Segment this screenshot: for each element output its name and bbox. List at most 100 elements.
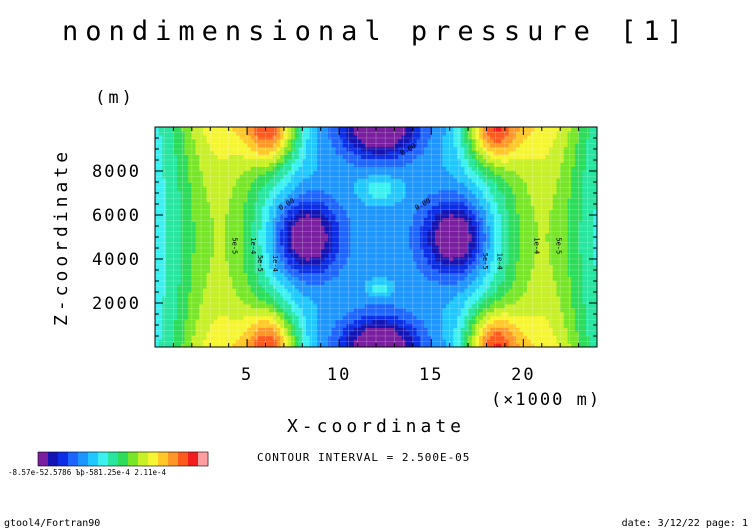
field-cell — [276, 323, 281, 328]
field-cell — [180, 201, 186, 207]
field-cell — [188, 335, 193, 340]
field-cell — [313, 268, 318, 273]
field-cell — [195, 138, 200, 144]
field-cell — [342, 134, 348, 140]
field-cell — [276, 197, 281, 203]
field-cell — [294, 205, 300, 211]
field-cell — [353, 240, 359, 246]
field-cell — [423, 138, 429, 144]
field-cell — [306, 205, 311, 211]
field-cell — [224, 311, 230, 317]
field-cell — [438, 197, 443, 203]
field-cell — [265, 307, 270, 313]
field-cell — [188, 307, 193, 313]
field-cell — [409, 323, 414, 328]
field-cell — [294, 178, 300, 183]
field-cell — [427, 288, 432, 293]
field-cell — [173, 292, 178, 297]
field-cell — [342, 327, 348, 332]
field-cell — [243, 193, 248, 199]
field-cell — [291, 162, 296, 167]
field-cell — [169, 288, 175, 293]
field-cell — [188, 256, 193, 262]
field-cell — [479, 319, 484, 325]
field-cell — [420, 303, 425, 309]
field-cell — [173, 237, 178, 242]
field-cell — [169, 292, 175, 297]
field-cell — [166, 315, 171, 321]
field-cell — [405, 170, 410, 175]
field-cell — [166, 185, 171, 191]
field-cell — [184, 162, 189, 167]
field-cell — [236, 343, 241, 347]
field-cell — [265, 146, 270, 152]
field-cell — [199, 166, 204, 171]
field-cell — [442, 134, 447, 140]
field-cell — [324, 280, 329, 285]
field-cell — [398, 162, 403, 167]
field-cell — [302, 138, 307, 144]
field-cell — [427, 158, 432, 163]
field-cell — [453, 292, 458, 297]
field-cell — [306, 327, 311, 332]
field-cell — [464, 244, 469, 250]
field-cell — [239, 170, 244, 175]
field-cell — [342, 174, 348, 179]
field-cell — [383, 276, 388, 281]
field-cell — [405, 252, 410, 258]
field-cell — [460, 182, 465, 187]
field-cell — [162, 233, 167, 238]
field-cell — [376, 323, 381, 328]
field-cell — [390, 182, 396, 187]
field-cell — [302, 150, 307, 156]
field-cell — [438, 299, 443, 305]
field-cell — [291, 288, 296, 293]
field-cell — [361, 280, 366, 285]
field-cell — [169, 221, 175, 226]
field-cell — [210, 319, 215, 325]
field-cell — [416, 170, 421, 175]
field-cell — [254, 189, 259, 195]
field-cell — [412, 130, 418, 136]
field-cell — [177, 193, 182, 199]
field-cell — [339, 134, 344, 140]
field-cell — [287, 178, 292, 183]
field-cell — [280, 127, 285, 132]
field-cell — [221, 229, 226, 234]
field-cell — [258, 248, 263, 254]
field-cell — [291, 142, 296, 148]
field-cell — [342, 205, 348, 211]
field-cell — [346, 319, 351, 325]
field-cell — [412, 182, 418, 187]
field-cell — [243, 240, 248, 246]
field-cell — [364, 288, 370, 293]
field-cell — [471, 162, 477, 167]
field-cell — [224, 292, 230, 297]
field-cell — [361, 170, 366, 175]
field-cell — [464, 240, 469, 246]
field-cell — [398, 182, 403, 187]
field-cell — [276, 327, 281, 332]
field-cell — [261, 205, 267, 211]
field-cell — [468, 240, 473, 246]
field-cell — [294, 288, 300, 293]
field-cell — [199, 138, 204, 144]
field-cell — [464, 299, 469, 305]
field-cell — [339, 205, 344, 211]
field-cell — [287, 185, 292, 191]
field-cell — [335, 276, 340, 281]
field-cell — [350, 288, 355, 293]
field-cell — [298, 189, 303, 195]
field-cell — [155, 272, 160, 277]
field-cell — [180, 170, 186, 175]
field-cell — [313, 209, 318, 215]
field-cell — [294, 303, 300, 309]
field-cell — [221, 288, 226, 293]
field-cell — [328, 197, 333, 203]
field-cell — [431, 319, 436, 325]
field-cell — [405, 174, 410, 179]
field-cell — [457, 209, 462, 215]
field-cell — [479, 229, 484, 234]
field-cell — [464, 288, 469, 293]
field-cell — [390, 221, 396, 226]
